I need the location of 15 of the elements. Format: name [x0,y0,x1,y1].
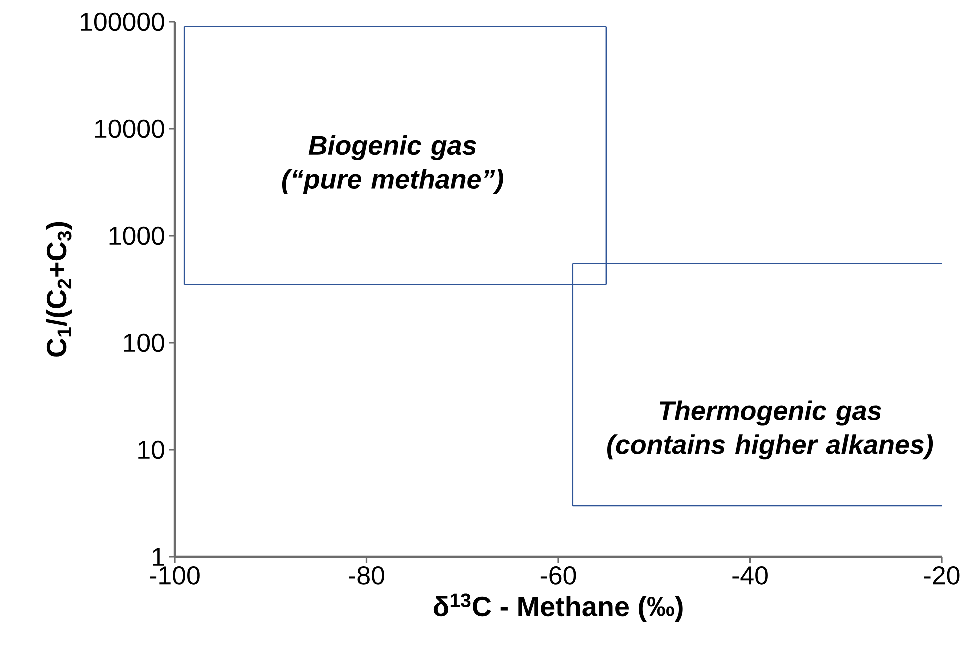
y-axis-title: C$_{1}$/(C$_{2}$+C$_{3}$) [46,222,72,357]
y-tick-label: 10 [138,440,164,460]
y-tick-label: 1000 [110,226,164,246]
x-tick-label: -80 [349,566,384,585]
x-tick-label: -40 [732,566,768,585]
annotation: Biogenic gas (“pure methane”) [282,135,504,194]
x-tick-label: -60 [540,566,576,585]
y-tick-label: 10000 [95,120,164,138]
x-tick-label: -20 [924,566,960,585]
x-tick-label: -100 [150,566,200,585]
y-tick-label: 100000 [81,12,164,32]
y-tick-label: 1 [153,548,164,566]
x-axis-title: δ$^{13}$C - Methane (‰) [434,594,683,622]
y-tick-label: 100 [124,334,164,352]
annotation: Thermogenic gas (contains higher alkanes) [607,400,934,460]
